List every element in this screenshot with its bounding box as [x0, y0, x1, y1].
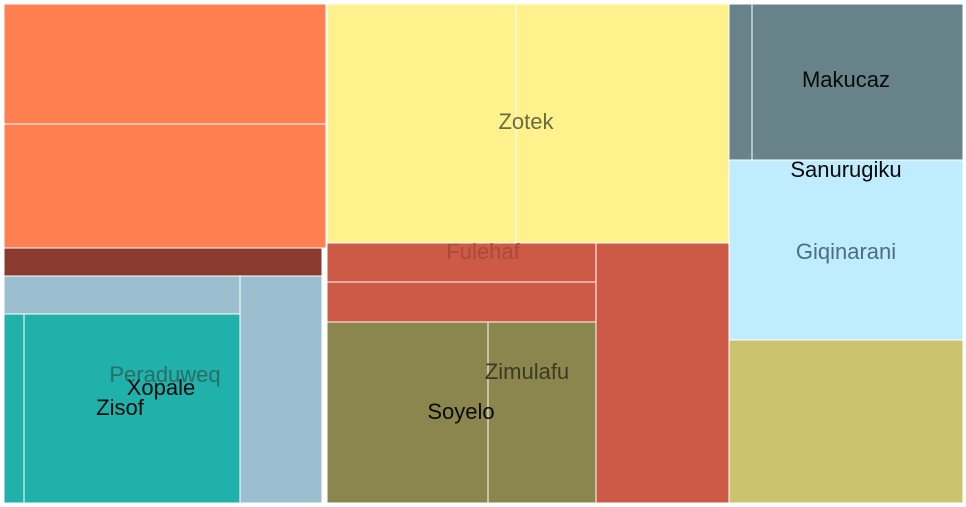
label-soyelo: Soyelo: [427, 399, 494, 424]
cell-olive-right: [487, 321, 597, 504]
label-sanurugiku: Sanurugiku: [790, 157, 901, 182]
label-zisof: Zisof: [96, 395, 145, 420]
cell-olive-left: [326, 321, 489, 504]
cell-teal-main: [23, 313, 241, 504]
cell-red-top: [326, 242, 597, 283]
cell-yellow-right: [515, 3, 730, 244]
labels-layer: Zotek Makucaz Sanurugiku Giqinarani Fule…: [96, 67, 902, 424]
cell-light-blue: [728, 159, 964, 341]
cell-yellow-left: [326, 3, 517, 244]
cells-layer: [3, 3, 964, 504]
cell-orange-bottom: [3, 123, 327, 249]
cell-red-right: [595, 242, 730, 504]
cell-teal-left: [3, 313, 25, 504]
label-makucaz: Makucaz: [802, 67, 890, 92]
cell-slate-main: [751, 3, 964, 161]
cell-gray-blue-top: [3, 275, 241, 315]
cell-orange-top: [3, 3, 327, 125]
cell-gray-blue-right: [239, 275, 323, 504]
cell-olive-light: [728, 339, 964, 504]
label-zimulafu: Zimulafu: [485, 359, 569, 384]
label-xopale: Xopale: [127, 375, 196, 400]
label-fulehaf: Fulehaf: [446, 239, 520, 264]
label-giqinarani: Giqinarani: [796, 239, 896, 264]
cell-slate-narrow: [728, 3, 753, 161]
label-peraduweq: Peraduweq: [109, 362, 220, 387]
cell-red-middle: [326, 281, 597, 323]
cell-dark-red-strip: [3, 247, 323, 277]
label-zotek: Zotek: [498, 109, 554, 134]
